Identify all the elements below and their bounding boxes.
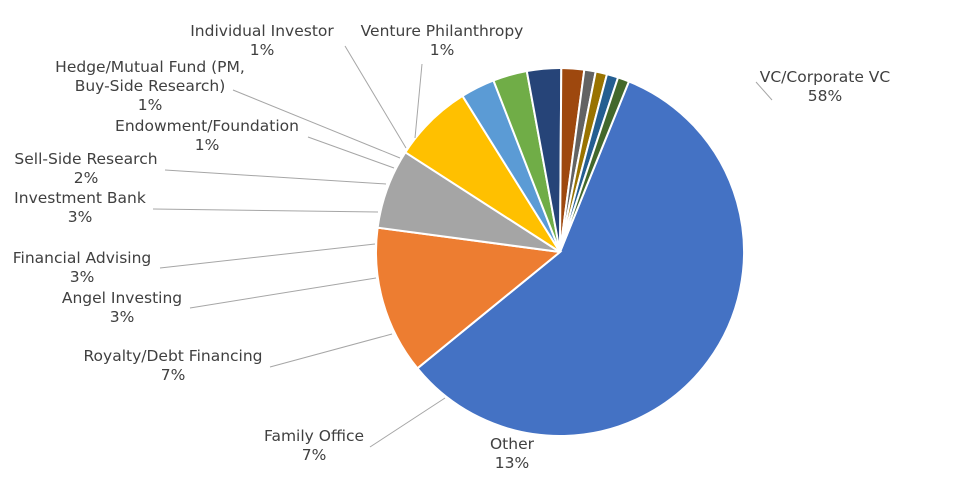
leader-line-royalty-debt-financing [269,333,393,368]
leader-line-investment-bank [152,208,379,213]
slice-label-other: Other 13% [490,435,535,472]
slice-labels: VC/Corporate VC 58% Other 13% Family Office 7… [13,22,891,472]
slice-label-investment-bank: Investment Bank 3% [14,189,146,226]
pie-slices [375,66,745,437]
leader-line-endowment-foundation [307,136,395,169]
slice-label-vc-corporate-vc: VC/Corporate VC 58% [760,68,891,105]
slice-label-royalty-debt-financing: Royalty/Debt Financing 7% [83,347,262,384]
slice-label-hedge-mutual-fund-pm-buy-side-research: Hedge/Mutual Fund (PM, Buy-Side Research)… [55,58,245,114]
slice-label-family-office: Family Office 7% [264,427,364,464]
slice-label-financial-advising: Financial Advising 3% [13,249,152,286]
slice-label-individual-investor: Individual Investor 1% [190,22,334,59]
leader-line-individual-investor [344,45,407,149]
pie-slice-other [375,226,563,370]
leader-line-vc-corporate-vc [755,81,773,101]
leader-line-sell-side-research [164,169,387,185]
slice-label-endowment-foundation: Endowment/Foundation 1% [115,117,299,154]
leader-line-angel-investing [189,277,377,309]
pie-slice-venture-philanthropy [559,76,631,253]
leader-lines [152,45,773,448]
slice-label-angel-investing: Angel Investing 3% [62,289,182,326]
leader-line-venture-philanthropy [414,63,423,139]
pie-slice-vc-corporate-vc [416,80,745,437]
leader-line-financial-advising [159,243,376,269]
slice-label-sell-side-research: Sell-Side Research 2% [14,150,157,187]
slice-label-venture-philanthropy: Venture Philanthropy 1% [361,22,524,59]
leader-line-family-office [369,397,446,448]
leader-line-hedge-mutual-fund-pm-buy-side-research [232,89,401,159]
